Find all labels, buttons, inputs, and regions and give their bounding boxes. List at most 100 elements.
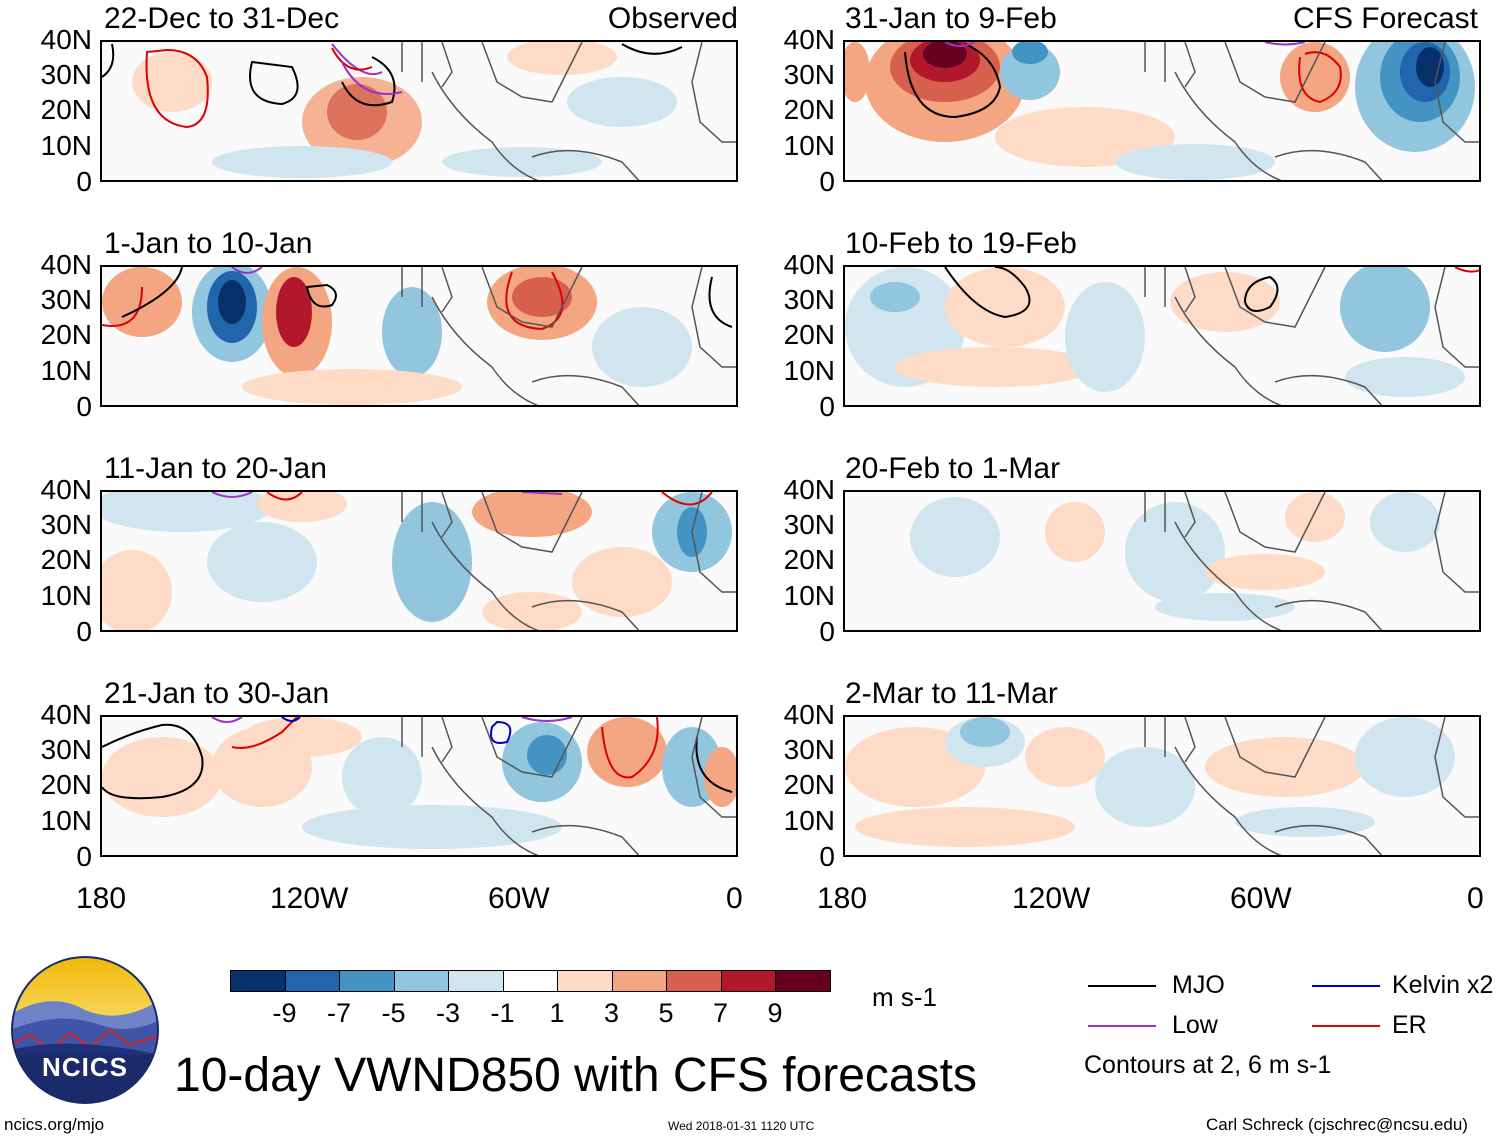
y-tick-label: 40N [40,249,92,280]
colorbar-swatch [557,970,613,992]
map-panel [843,715,1481,857]
map-panel [843,40,1481,182]
y-tick-label: 0 [76,391,92,422]
colorbar-tick-label: -9 [272,998,297,1028]
colorbar-units: m s-1 [872,982,937,1012]
main-title: 10-day VWND850 with CFS forecasts [174,1049,977,1102]
legend-line-low [1088,1025,1156,1027]
x-tick-label: 120W [270,882,349,915]
y-tick-label: 0 [76,841,92,872]
colorbar-tick-label: -7 [326,998,351,1028]
y-tick-label: 30N [783,509,835,540]
ncics-logo: NCICS [10,955,160,1105]
x-tick-label: 0 [1467,882,1484,915]
colorbar-swatch [393,970,449,992]
footer-url[interactable]: ncics.org/mjo [4,1115,105,1134]
panel-title: 10-Feb to 19-Feb [845,227,1077,260]
legend-line-mjo [1088,985,1156,987]
panel-title: 22-Dec to 31-Dec [104,2,340,35]
y-tick-label: 20N [40,319,92,350]
colorbar-swatch [230,970,286,992]
footer-credit: Carl Schreck (cjschrec@ncsu.edu) [1206,1115,1468,1134]
x-tick-label: 60W [1230,882,1292,915]
y-tick-label: 0 [819,391,835,422]
colorbar-swatch [720,970,776,992]
y-tick-label: 0 [76,616,92,647]
colorbar-swatch [666,970,722,992]
y-tick-label: 40N [783,249,835,280]
map-panel [100,40,738,182]
colorbar-swatch [284,970,340,992]
legend-label-low: Low [1172,1011,1218,1039]
colorbar-tick-label: -1 [490,998,515,1028]
y-tick-label: 10N [783,580,835,611]
y-tick-label: 0 [819,841,835,872]
map-panel [843,490,1481,632]
map-panel [100,265,738,407]
colorbar-tick-label: 9 [767,998,783,1028]
x-tick-label: 120W [1012,882,1091,915]
legend-label-kelvin: Kelvin x2 [1392,971,1494,999]
x-tick-label: 180 [76,882,127,915]
y-tick-label: 30N [783,734,835,765]
y-tick-label: 30N [783,59,835,90]
panel-title: 1-Jan to 10-Jan [104,227,313,260]
y-tick-label: 0 [76,166,92,197]
map-panel [100,715,738,857]
logo-text: NCICS [42,1052,128,1082]
map-panel [100,490,738,632]
colorbar-tick-label: 5 [658,998,674,1028]
colorbar-swatch [448,970,504,992]
colorbar-tick-label: -3 [435,998,460,1028]
y-tick-label: 20N [783,94,835,125]
y-tick-label: 10N [783,130,835,161]
y-tick-label: 10N [40,355,92,386]
legend-label-er: ER [1392,1011,1427,1039]
panel-label-observed: Observed [607,2,738,35]
y-tick-label: 10N [783,805,835,836]
panel-title: 2-Mar to 11-Mar [845,677,1058,710]
footer-timestamp: Wed 2018-01-31 1120 UTC [668,1119,815,1133]
panel-label-forecast: CFS Forecast [1292,2,1478,35]
colorbar-swatch [775,970,831,992]
y-tick-label: 40N [783,699,835,730]
y-tick-label: 40N [40,24,92,55]
y-tick-label: 0 [819,616,835,647]
y-tick-label: 30N [40,284,92,315]
y-tick-label: 40N [783,24,835,55]
y-tick-label: 10N [40,580,92,611]
panel-title: 21-Jan to 30-Jan [104,677,330,710]
y-tick-label: 10N [40,805,92,836]
y-tick-label: 20N [783,769,835,800]
y-tick-label: 20N [783,544,835,575]
y-tick-label: 20N [783,319,835,350]
y-tick-label: 40N [783,474,835,505]
y-tick-label: 20N [40,544,92,575]
y-tick-label: 10N [783,355,835,386]
y-tick-label: 40N [40,699,92,730]
colorbar-swatch [502,970,558,992]
legend-label-mjo: MJO [1172,971,1225,999]
panel-title: 20-Feb to 1-Mar [845,452,1061,485]
y-tick-label: 40N [40,474,92,505]
colorbar-swatch [339,970,395,992]
colorbar-tick-label: 1 [549,998,565,1028]
colorbar-tick-label: -5 [381,998,406,1028]
y-tick-label: 20N [40,94,92,125]
y-tick-label: 30N [40,59,92,90]
y-tick-label: 30N [783,284,835,315]
x-tick-label: 0 [726,882,743,915]
x-tick-label: 180 [817,882,868,915]
panel-title: 31-Jan to 9-Feb [845,2,1057,35]
y-tick-label: 20N [40,769,92,800]
legend-note: Contours at 2, 6 m s-1 [1084,1051,1332,1079]
y-tick-label: 10N [40,130,92,161]
colorbar-tick-label: 3 [603,998,620,1028]
legend-line-er [1312,1025,1380,1027]
y-tick-label: 30N [40,734,92,765]
panel-title: 11-Jan to 20-Jan [104,452,327,485]
colorbar-tick-label: 7 [712,998,729,1028]
colorbar-swatch [611,970,667,992]
map-panel [843,265,1481,407]
y-tick-label: 0 [819,166,835,197]
